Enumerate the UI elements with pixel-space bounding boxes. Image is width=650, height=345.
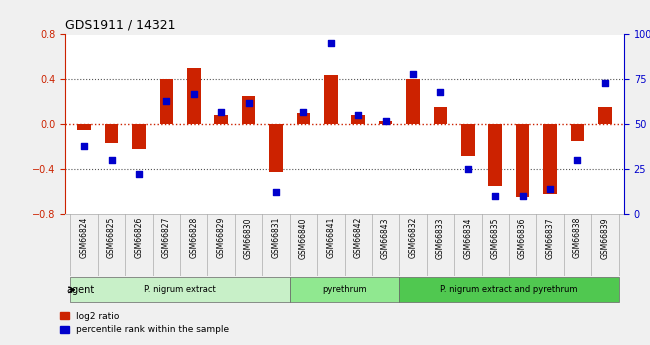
Text: GSM66830: GSM66830 [244, 217, 253, 258]
Point [599, 80, 610, 86]
Bar [352, 115, 365, 124]
Text: GSM66824: GSM66824 [80, 217, 88, 258]
Point [380, 118, 391, 124]
Bar [269, 124, 283, 172]
Text: agent: agent [66, 285, 95, 295]
Point [134, 172, 144, 177]
Text: GSM66833: GSM66833 [436, 217, 445, 258]
Point [572, 157, 582, 163]
Text: P. nigrum extract and pyrethrum: P. nigrum extract and pyrethrum [440, 285, 578, 294]
Point [107, 157, 117, 163]
Text: GSM66828: GSM66828 [189, 217, 198, 258]
Legend: log2 ratio, percentile rank within the sample: log2 ratio, percentile rank within the s… [57, 308, 233, 338]
Text: GSM66837: GSM66837 [545, 217, 554, 258]
Bar [543, 124, 557, 194]
Point [436, 89, 446, 95]
Text: GSM66825: GSM66825 [107, 217, 116, 258]
Text: GSM66834: GSM66834 [463, 217, 473, 258]
Text: GDS1911 / 14321: GDS1911 / 14321 [65, 19, 176, 32]
FancyBboxPatch shape [70, 277, 290, 302]
Point [408, 71, 418, 77]
Bar [242, 96, 255, 124]
Text: GSM66832: GSM66832 [408, 217, 417, 258]
Point [545, 186, 555, 191]
Bar [434, 107, 447, 124]
Text: GSM66843: GSM66843 [381, 217, 390, 258]
Text: GSM66840: GSM66840 [299, 217, 308, 258]
Point [517, 193, 528, 199]
Point [271, 190, 281, 195]
Text: GSM66839: GSM66839 [601, 217, 609, 258]
Text: GSM66835: GSM66835 [491, 217, 500, 258]
Bar [77, 124, 91, 130]
Bar [379, 121, 393, 124]
Bar [571, 124, 584, 141]
FancyBboxPatch shape [290, 277, 399, 302]
Point [353, 112, 363, 118]
Bar [159, 79, 174, 124]
Bar [406, 79, 420, 124]
Point [161, 98, 172, 104]
Text: GSM66841: GSM66841 [326, 217, 335, 258]
Bar [515, 124, 530, 197]
Point [463, 166, 473, 172]
Text: P. nigrum extract: P. nigrum extract [144, 285, 216, 294]
Text: GSM66826: GSM66826 [135, 217, 144, 258]
Bar [132, 124, 146, 149]
Text: GSM66842: GSM66842 [354, 217, 363, 258]
FancyBboxPatch shape [399, 277, 619, 302]
Bar [461, 124, 474, 156]
Text: pyrethrum: pyrethrum [322, 285, 367, 294]
Text: GSM66829: GSM66829 [216, 217, 226, 258]
Point [298, 109, 309, 115]
Text: GSM66827: GSM66827 [162, 217, 171, 258]
Point [243, 100, 254, 106]
Bar [187, 68, 201, 124]
Point [326, 41, 336, 46]
Point [79, 143, 90, 148]
Point [490, 193, 501, 199]
Point [188, 91, 199, 97]
Text: GSM66836: GSM66836 [518, 217, 527, 258]
Bar [324, 75, 337, 124]
Bar [598, 107, 612, 124]
Text: GSM66831: GSM66831 [272, 217, 281, 258]
Bar [214, 115, 228, 124]
Point [216, 109, 226, 115]
Bar [488, 124, 502, 186]
Bar [296, 113, 310, 124]
Text: GSM66838: GSM66838 [573, 217, 582, 258]
Bar [105, 124, 118, 143]
